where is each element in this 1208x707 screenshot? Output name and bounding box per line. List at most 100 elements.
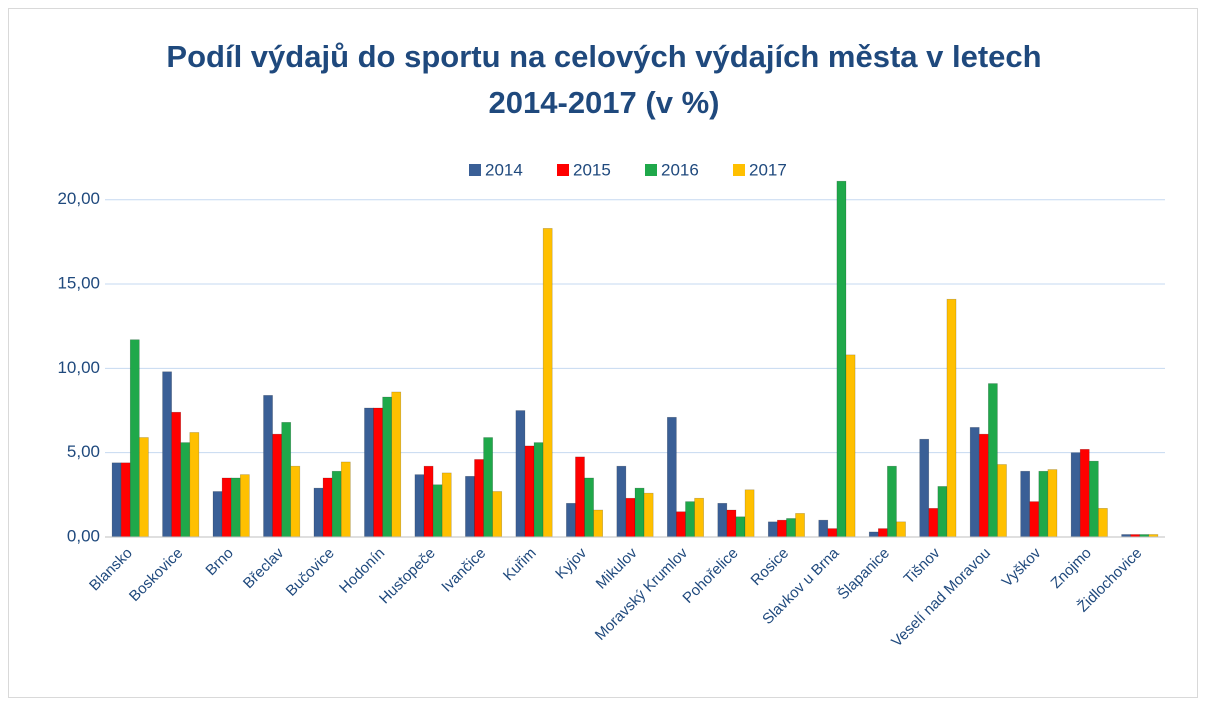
x-tick-label: Veselí nad Moravou (888, 545, 994, 651)
x-tick-label: Znojmo (1048, 545, 1095, 592)
x-tick-label: Hodonín (336, 545, 388, 597)
bar (272, 433, 282, 538)
bar (239, 474, 250, 538)
bar (542, 228, 553, 538)
bar (322, 477, 333, 538)
x-tick-label: Boskovice (126, 545, 186, 605)
bar (997, 464, 1007, 538)
bar (795, 513, 805, 538)
legend-label: 2014 (485, 160, 523, 179)
chart-title: Podíl výdajů do sportu na celových výdaj… (166, 39, 1042, 120)
bar (171, 411, 182, 538)
bar (1070, 452, 1081, 538)
bar (382, 396, 393, 538)
bar (969, 427, 980, 538)
bar (946, 298, 957, 538)
legend-swatch (645, 164, 657, 176)
bar (575, 456, 585, 538)
bar (221, 477, 232, 538)
bar (1088, 460, 1099, 538)
bar (685, 501, 695, 538)
bar (1098, 508, 1108, 538)
bar (1038, 470, 1049, 538)
bar (1079, 449, 1090, 538)
bar (584, 477, 594, 538)
y-tick-label: 20,00 (57, 189, 100, 208)
bar (744, 489, 755, 538)
bar (566, 502, 576, 538)
x-tick-label: Ivančice (438, 545, 489, 596)
legend-swatch (557, 164, 569, 176)
y-tick-label: 0,00 (67, 526, 100, 545)
bar (735, 516, 746, 538)
bar (290, 465, 301, 538)
bar (777, 519, 787, 538)
x-tick-label: Bučovice (283, 545, 338, 600)
bar (139, 437, 149, 538)
bar (818, 519, 829, 538)
x-tick-label: Pohořelice (679, 545, 741, 607)
bar (928, 508, 939, 538)
x-tick-label: Břeclav (240, 544, 288, 592)
bar (937, 486, 948, 538)
bar (1020, 470, 1031, 538)
x-tick-label: Mikulov (593, 544, 641, 592)
bar (845, 354, 856, 538)
y-tick-label: 10,00 (57, 358, 100, 377)
bar (634, 487, 645, 538)
x-tick-label: Kyjov (552, 544, 590, 582)
y-tick-label: 5,00 (67, 442, 100, 461)
bar (786, 518, 796, 538)
bar (717, 502, 728, 538)
bar (625, 497, 636, 538)
bar (1029, 501, 1040, 538)
bar (767, 521, 778, 538)
bar (524, 445, 535, 538)
bar (593, 509, 603, 538)
x-tick-label: Kuřim (500, 545, 540, 585)
bar (162, 371, 172, 538)
bar (230, 477, 241, 538)
bar (877, 528, 888, 538)
bar (212, 491, 223, 538)
bar (120, 462, 131, 538)
bar (465, 475, 475, 538)
bar (515, 410, 526, 538)
bar (331, 470, 342, 538)
bar (189, 432, 200, 538)
x-tick-label: Šlapanice (834, 545, 893, 604)
bar (474, 459, 484, 538)
bar (129, 339, 140, 538)
legend-label: 2017 (749, 160, 787, 179)
bar (868, 531, 879, 538)
x-tick-label: Tišnov (901, 544, 944, 587)
bar (643, 492, 654, 538)
bar (492, 491, 503, 538)
bar (373, 407, 383, 538)
bar (667, 416, 677, 538)
bar (896, 521, 906, 538)
x-tick-label: Moravský Krumlov (592, 544, 692, 644)
bar (726, 509, 737, 538)
bar (441, 472, 452, 538)
bar (340, 461, 351, 538)
legend-swatch (469, 164, 481, 176)
bar (827, 528, 838, 538)
x-tick-label: Brno (202, 545, 236, 579)
bar (616, 465, 627, 538)
bar (281, 422, 292, 538)
bar (1047, 469, 1058, 538)
x-tick-label: Rosice (748, 545, 792, 589)
y-tick-label: 15,00 (57, 274, 100, 293)
x-tick-label: Vyškov (999, 544, 1045, 590)
bar (313, 487, 324, 538)
bar (111, 462, 122, 538)
bar (694, 497, 704, 538)
bar (391, 391, 402, 538)
bar (423, 465, 434, 538)
bar (263, 395, 273, 538)
bar (414, 474, 425, 538)
bar (919, 438, 930, 538)
